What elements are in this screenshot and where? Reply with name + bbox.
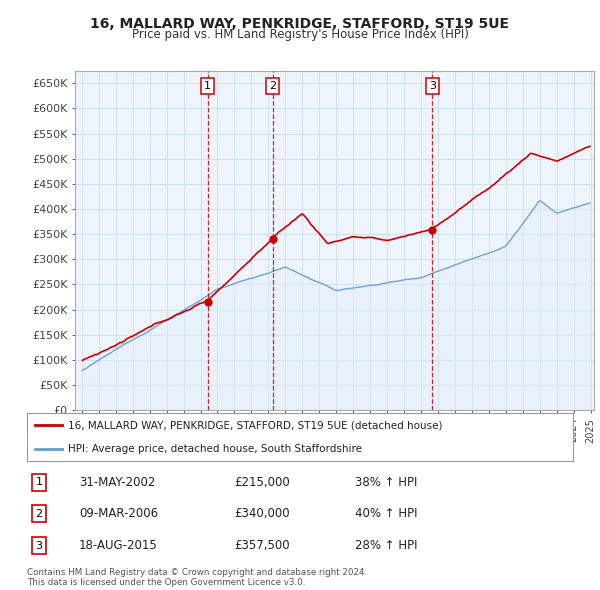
Text: 31-MAY-2002: 31-MAY-2002	[79, 476, 155, 489]
Text: 3: 3	[35, 540, 43, 550]
Text: 2: 2	[35, 509, 43, 519]
Text: 1: 1	[204, 81, 211, 91]
Text: 40% ↑ HPI: 40% ↑ HPI	[355, 507, 417, 520]
Text: £340,000: £340,000	[235, 507, 290, 520]
Text: 2: 2	[269, 81, 276, 91]
Text: 28% ↑ HPI: 28% ↑ HPI	[355, 539, 417, 552]
Text: 16, MALLARD WAY, PENKRIDGE, STAFFORD, ST19 5UE (detached house): 16, MALLARD WAY, PENKRIDGE, STAFFORD, ST…	[68, 420, 442, 430]
Text: 18-AUG-2015: 18-AUG-2015	[79, 539, 158, 552]
Text: 3: 3	[429, 81, 436, 91]
Text: 38% ↑ HPI: 38% ↑ HPI	[355, 476, 417, 489]
Text: £357,500: £357,500	[235, 539, 290, 552]
Text: Contains HM Land Registry data © Crown copyright and database right 2024.
This d: Contains HM Land Registry data © Crown c…	[27, 568, 367, 587]
Text: HPI: Average price, detached house, South Staffordshire: HPI: Average price, detached house, Sout…	[68, 444, 362, 454]
Text: £215,000: £215,000	[235, 476, 290, 489]
Text: Price paid vs. HM Land Registry's House Price Index (HPI): Price paid vs. HM Land Registry's House …	[131, 28, 469, 41]
Text: 09-MAR-2006: 09-MAR-2006	[79, 507, 158, 520]
Text: 16, MALLARD WAY, PENKRIDGE, STAFFORD, ST19 5UE: 16, MALLARD WAY, PENKRIDGE, STAFFORD, ST…	[91, 17, 509, 31]
Text: 1: 1	[35, 477, 43, 487]
